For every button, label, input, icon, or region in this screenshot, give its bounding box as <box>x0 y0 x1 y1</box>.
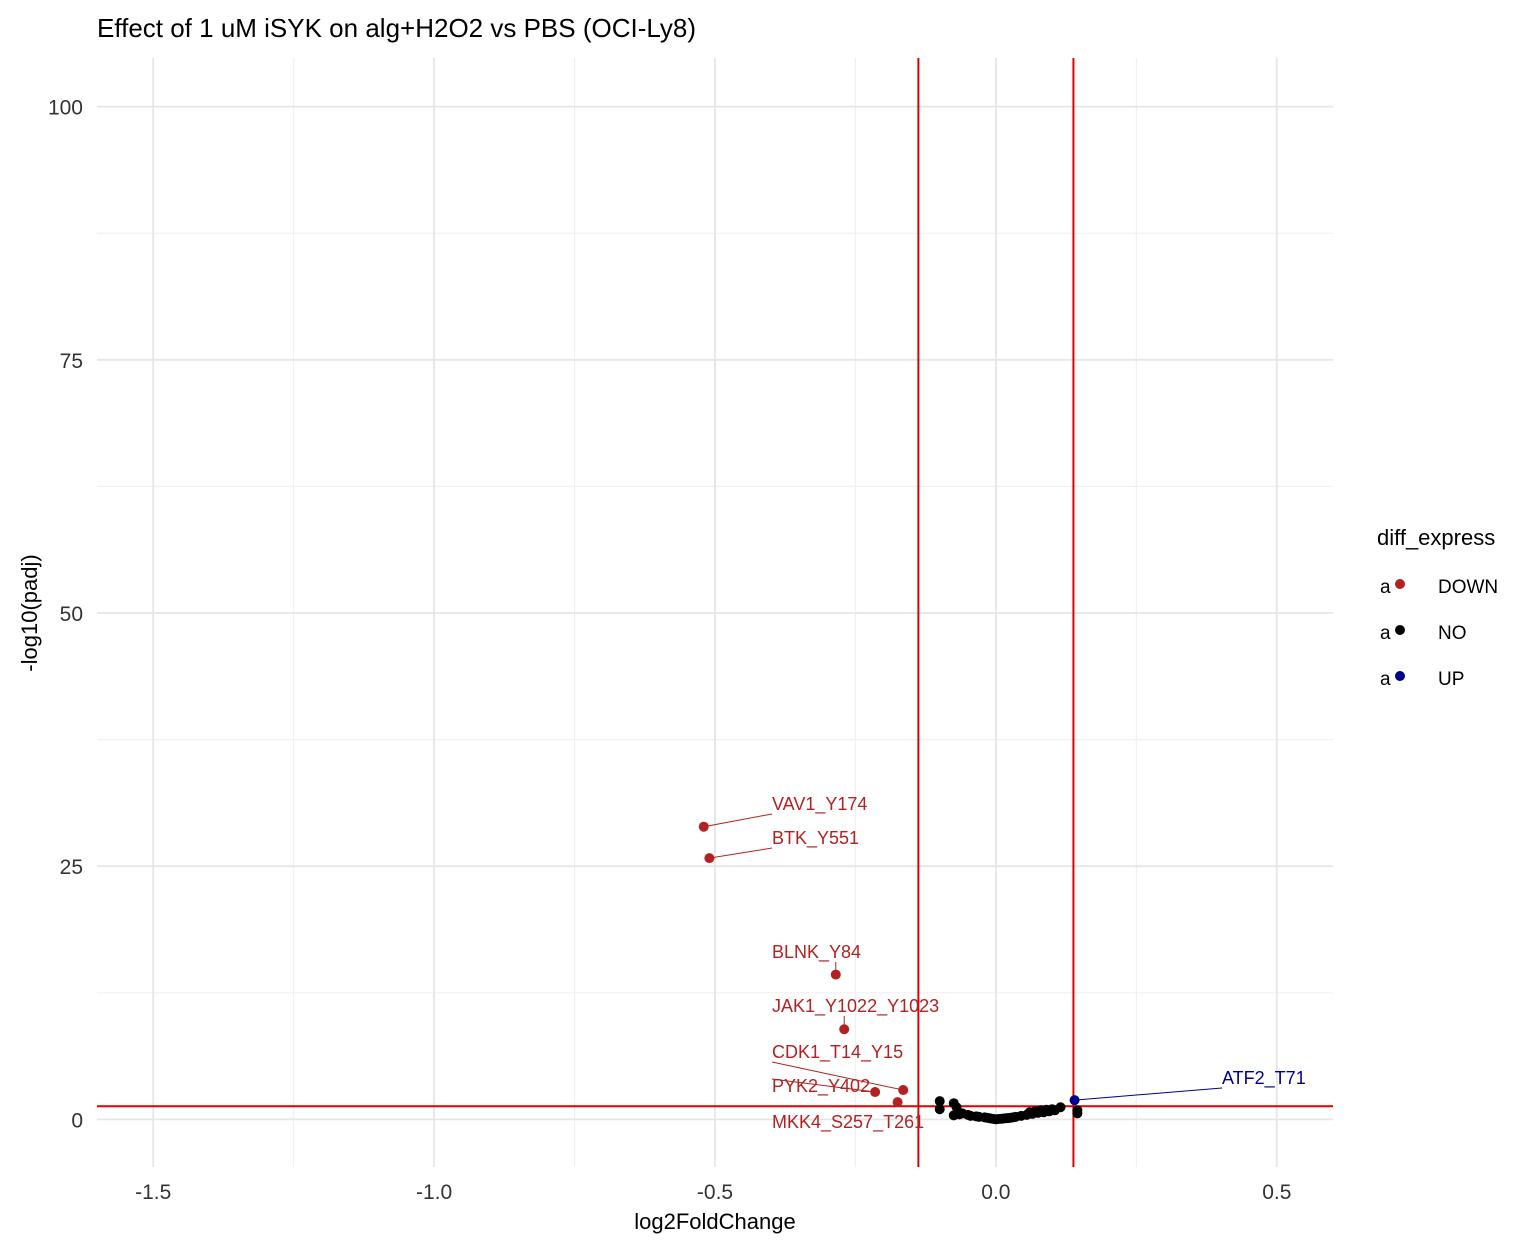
label-connectors <box>703 813 1223 1101</box>
data-point-down <box>898 1085 909 1096</box>
label-connector <box>771 1061 904 1091</box>
y-axis-ticks: 0 25 50 75 100 <box>48 97 83 1133</box>
chart-title: Effect of 1 uM iSYK on alg+H2O2 vs PBS (… <box>97 13 696 43</box>
legend-title: diff_express <box>1377 525 1495 550</box>
data-point-down <box>870 1087 881 1098</box>
data-point-down <box>704 853 715 864</box>
x-tick-label: 0.0 <box>981 1181 1010 1204</box>
point-label: CDK1_T14_Y15 <box>772 1042 903 1063</box>
data-point-no <box>934 1104 945 1115</box>
legend-key-glyph: a <box>1380 623 1391 644</box>
legend-entry-label: UP <box>1438 669 1464 690</box>
y-tick-label: 0 <box>71 1109 83 1132</box>
legend-entry-label: NO <box>1438 623 1467 644</box>
data-point-no <box>934 1096 945 1107</box>
legend-key-point <box>1395 625 1405 635</box>
x-tick-label: -1.0 <box>416 1181 452 1204</box>
legend-key-glyph: a <box>1380 669 1391 690</box>
data-point-down <box>830 969 841 980</box>
legend-key-point <box>1395 579 1405 589</box>
point-label: PYK2_Y402 <box>772 1076 870 1097</box>
point-label: JAK1_Y1022_Y1023 <box>772 996 939 1017</box>
x-axis-ticks: -1.5 -1.0 -0.5 0.0 0.5 <box>135 1181 1291 1204</box>
label-connector <box>771 1078 876 1093</box>
data-point-down <box>892 1097 903 1108</box>
threshold-lines <box>97 58 1333 1167</box>
data-point-no <box>1055 1102 1066 1113</box>
y-tick-label: 25 <box>60 856 83 879</box>
legend: diff_express a DOWN a NO a UP <box>1377 525 1498 690</box>
y-tick-label: 50 <box>60 603 83 626</box>
label-connector <box>703 813 773 828</box>
y-tick-label: 100 <box>48 97 83 120</box>
data-point-no <box>1072 1108 1083 1119</box>
label-connector <box>1074 1087 1223 1101</box>
x-tick-label: -1.5 <box>135 1181 171 1204</box>
legend-entry-label: DOWN <box>1438 577 1498 598</box>
data-points <box>698 821 1083 1125</box>
y-tick-label: 75 <box>60 350 83 373</box>
point-labels: VAV1_Y174 BTK_Y551 BLNK_Y84 JAK1_Y1022_Y102… <box>772 794 1306 1133</box>
x-axis-title: log2FoldChange <box>634 1209 795 1234</box>
grid <box>97 58 1333 1167</box>
y-axis-title: -log10(padj) <box>17 554 42 671</box>
label-connector <box>709 847 773 859</box>
point-label: MKK4_S257_T261 <box>772 1112 924 1133</box>
x-tick-label: 0.5 <box>1262 1181 1291 1204</box>
data-point-down <box>698 821 709 832</box>
point-label: VAV1_Y174 <box>772 794 867 815</box>
data-point-down <box>839 1024 850 1035</box>
point-label: BTK_Y551 <box>772 828 859 849</box>
legend-key-point <box>1395 671 1405 681</box>
legend-key-glyph: a <box>1380 577 1391 598</box>
point-label: ATF2_T71 <box>1222 1068 1306 1089</box>
x-tick-label: -0.5 <box>697 1181 733 1204</box>
data-point-up <box>1069 1095 1080 1106</box>
point-label: BLNK_Y84 <box>772 942 861 963</box>
